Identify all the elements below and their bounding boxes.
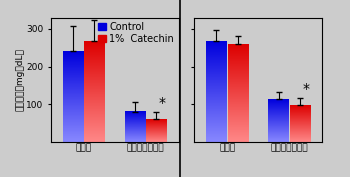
Legend: Control, 1%  Catechin: Control, 1% Catechin: [96, 20, 176, 46]
Y-axis label: 血浆脂質（mg／dL）: 血浆脂質（mg／dL）: [15, 48, 24, 111]
Text: *: *: [302, 82, 309, 96]
Text: *: *: [159, 96, 166, 110]
